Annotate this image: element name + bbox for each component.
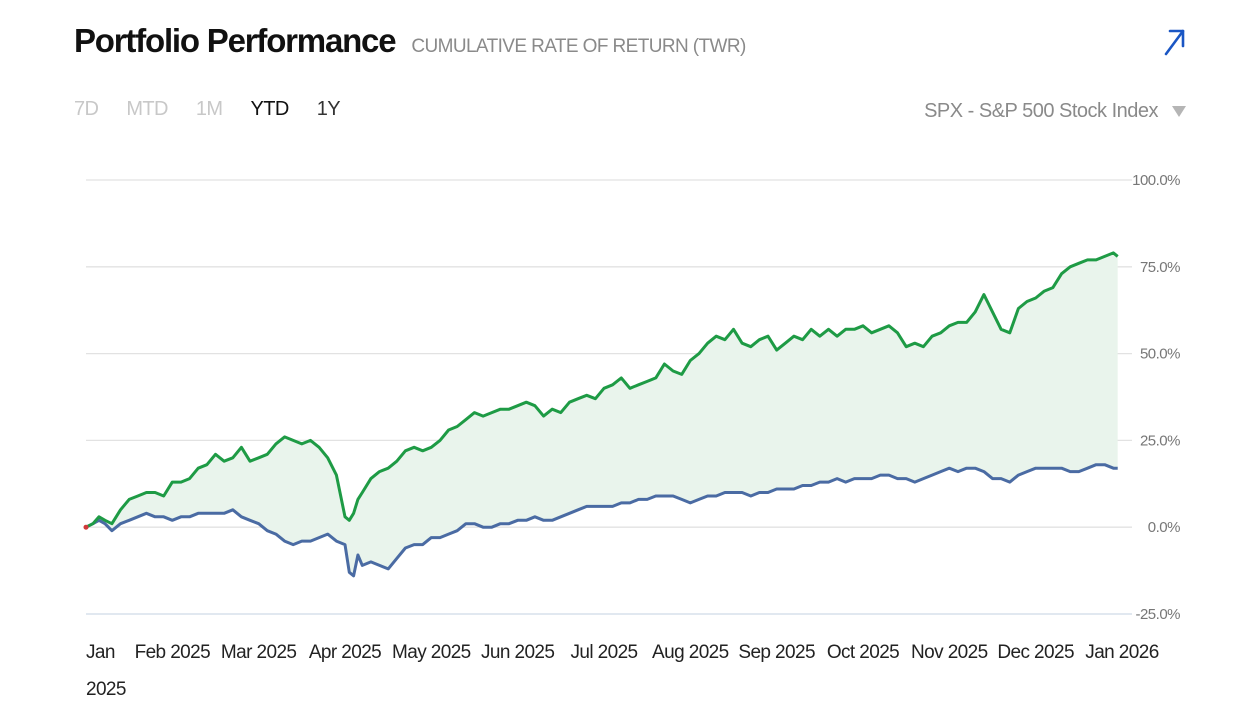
caret-down-icon — [1172, 106, 1186, 117]
x-tick-label: Mar 2025 — [221, 642, 297, 663]
start-point-marker — [83, 524, 89, 530]
range-1y[interactable]: 1Y — [316, 98, 341, 120]
x-tick-label: Nov 2025 — [911, 642, 988, 663]
x-tick-label: Jan 2026 — [1085, 642, 1158, 663]
x-tick-label: Aug 2025 — [652, 642, 729, 663]
y-tick-label: -25.0% — [1135, 606, 1180, 623]
arrow-up-right-icon — [1164, 29, 1185, 56]
x-tick-label: Jul 2025 — [570, 642, 637, 663]
y-tick-label: 75.0% — [1140, 259, 1180, 276]
x-tick-label: Feb 2025 — [135, 642, 211, 663]
x-tick-label: 2025 — [86, 679, 126, 700]
page-subtitle: CUMULATIVE RATE OF RETURN (TWR) — [411, 36, 746, 57]
x-tick-label: Oct 2025 — [827, 642, 899, 663]
x-tick-label: Jan — [86, 642, 115, 663]
expand-button[interactable] — [1162, 26, 1188, 58]
range-ytd[interactable]: YTD — [250, 98, 290, 120]
x-tick-label: Dec 2025 — [997, 642, 1074, 663]
portfolio-line — [85, 251, 1119, 529]
y-tick-label: 100.0% — [1132, 172, 1180, 189]
x-tick-label: Jun 2025 — [481, 642, 554, 663]
benchmark-label: SPX - S&P 500 Stock Index — [924, 100, 1158, 122]
benchmark-select[interactable]: SPX - S&P 500 Stock Index — [924, 100, 1186, 123]
x-tick-label: Sep 2025 — [738, 642, 815, 663]
range-mtd[interactable]: MTD — [126, 98, 168, 120]
y-tick-label: 50.0% — [1140, 346, 1180, 363]
x-tick-label: Apr 2025 — [309, 642, 381, 663]
benchmark-line — [85, 463, 1118, 578]
range-1m[interactable]: 1M — [195, 98, 223, 120]
page-title: Portfolio Performance — [74, 22, 397, 59]
y-tick-label: 25.0% — [1140, 432, 1180, 449]
spread-area — [86, 252, 1118, 576]
y-tick-label: 0.0% — [1148, 519, 1180, 536]
range-selector: 7D MTD 1M YTD 1Y — [74, 98, 368, 121]
range-7d[interactable]: 7D — [74, 98, 99, 120]
header: Portfolio Performance CUMULATIVE RATE OF… — [74, 22, 746, 60]
x-tick-label: May 2025 — [392, 642, 471, 663]
